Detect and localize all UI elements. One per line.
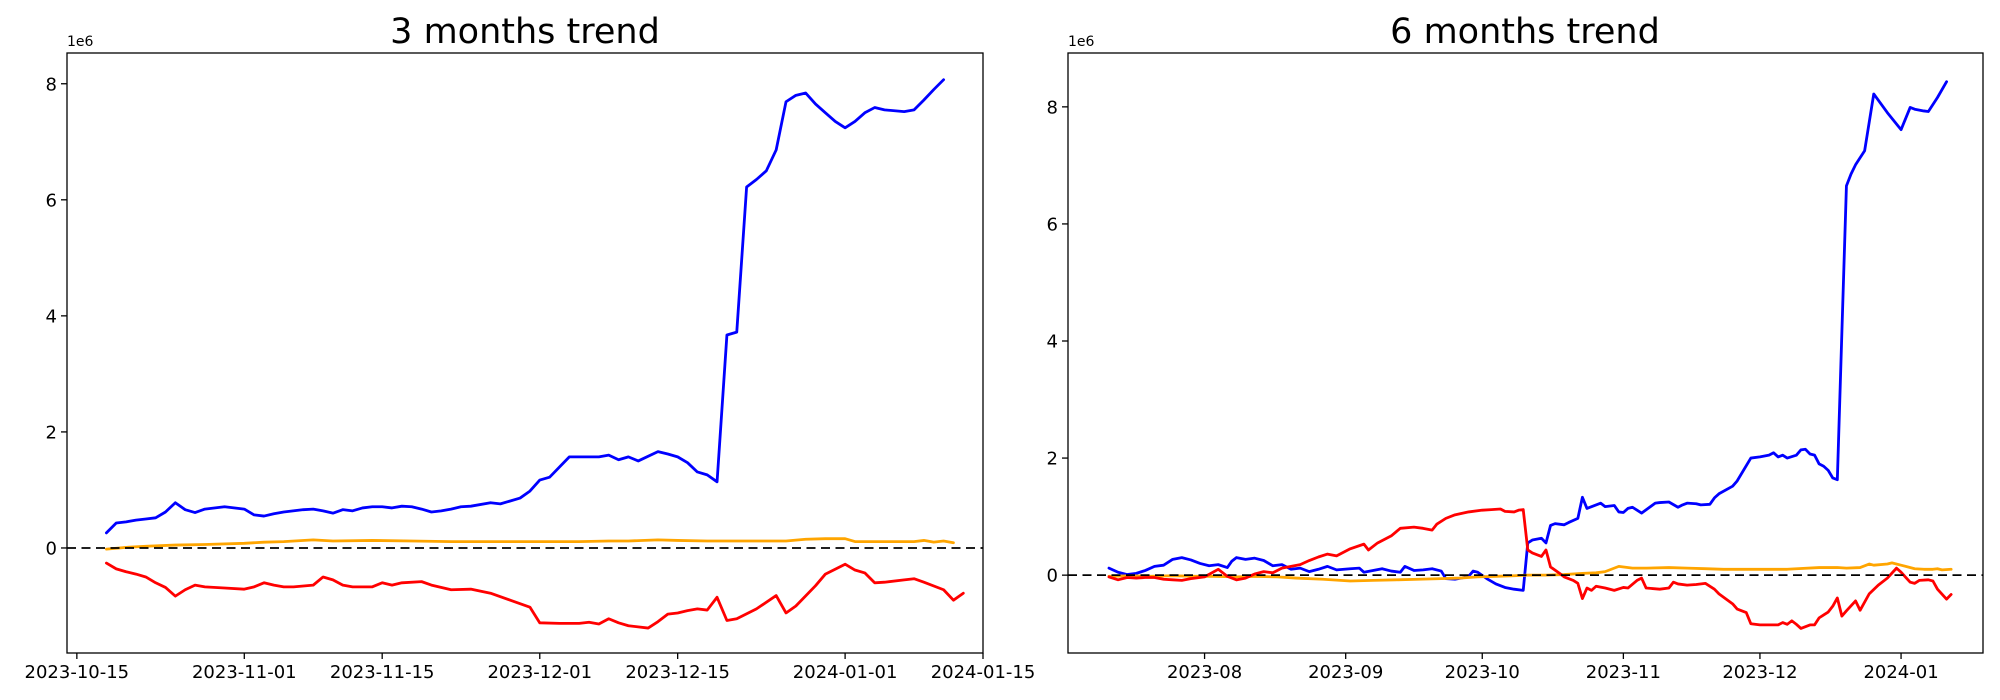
red-series: [1107, 507, 1953, 630]
x-tick-label: 2024-01-01: [793, 662, 898, 683]
y-axis-offset-label-left: 1e6: [67, 34, 94, 50]
x-tick-label: 2023-10: [1445, 662, 1520, 683]
x-tick-label: 2023-12-15: [625, 662, 730, 683]
y-tick-label: 4: [46, 306, 57, 327]
x-tick-label: 2024-01-15: [931, 662, 1036, 683]
plot-border: [1067, 52, 1984, 654]
x-tick-label: 2023-10-15: [25, 662, 130, 683]
x-tick-label: 2023-11: [1586, 662, 1661, 683]
y-axis-offset-label-right: 1e6: [1068, 34, 1095, 50]
x-tick-label: 2023-11-01: [192, 662, 297, 683]
x-tick-label: 2023-09: [1308, 662, 1383, 683]
y-tick-label: 2: [1047, 449, 1058, 470]
x-tick-label: 2023-12-01: [487, 662, 592, 683]
x-tick-label: 2024-01: [1863, 662, 1938, 683]
blue-series: [105, 78, 945, 535]
y-tick-label: 6: [46, 190, 57, 211]
plot-border: [66, 52, 984, 654]
y-tick-label: 8: [46, 74, 57, 95]
blue-series: [1107, 80, 1948, 592]
x-tick-label: 2023-08: [1167, 662, 1242, 683]
orange-series: [1107, 561, 1953, 583]
y-tick-label: 0: [1047, 566, 1058, 587]
x-tick-label: 2023-12: [1722, 662, 1797, 683]
x-tick-label: 2023-11-15: [330, 662, 435, 683]
y-tick-label: 0: [46, 538, 57, 559]
red-series: [105, 561, 965, 630]
y-tick-label: 6: [1047, 214, 1058, 235]
y-tick-label: 4: [1047, 332, 1058, 353]
chart-1: 2023-08 2023-09 2023-10 2023-11 2023-12 2024-…: [1047, 52, 1984, 683]
chart-title-6-months: 6 months trend: [1390, 12, 1660, 52]
y-tick-label: 8: [1047, 97, 1058, 118]
chart-0: 2023-10-15 2023-11-01 2023-11-15 2023-12-01…: [25, 52, 1036, 683]
chart-title-3-months: 3 months trend: [390, 12, 660, 52]
y-tick-label: 2: [46, 422, 57, 443]
chart-layers: 2023-10-15 2023-11-01 2023-11-15 2023-12-01…: [25, 52, 1984, 683]
orange-series: [105, 537, 955, 551]
